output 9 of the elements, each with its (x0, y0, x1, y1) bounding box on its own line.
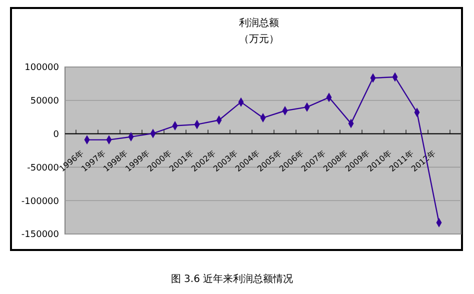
y-tick-label: 100000 (24, 63, 60, 74)
y-tick-label: -100000 (21, 196, 60, 207)
y-tick-label: 0 (53, 130, 60, 140)
y-tick-label: -150000 (21, 230, 60, 240)
y-tick-label: -50000 (27, 163, 60, 174)
caption: 图 3.6 近年来利润总额情况 (170, 273, 294, 285)
chart-subtitle: （万元） (239, 34, 279, 45)
chart-title: 利润总额 (239, 17, 279, 29)
y-tick-label: 50000 (30, 96, 60, 107)
